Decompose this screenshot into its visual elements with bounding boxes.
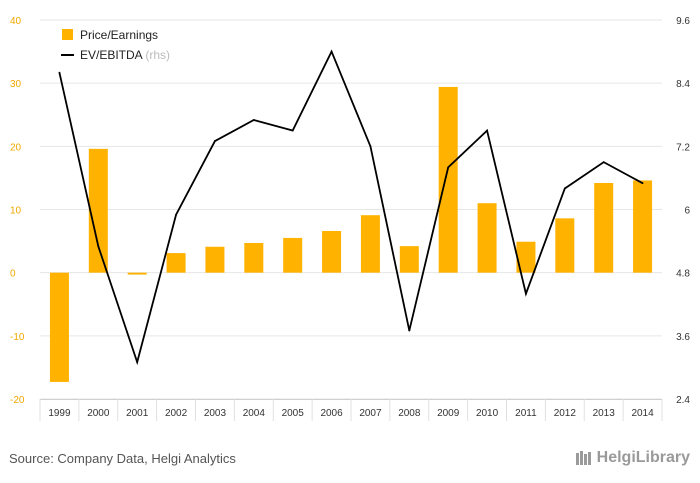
line-point-ev-ebitda [175, 213, 177, 216]
x-tick-label: 2010 [476, 408, 499, 419]
bar-price-earnings [322, 230, 342, 273]
source-note: Source: Company Data, Helgi Analytics [9, 451, 236, 466]
x-tick-label: 2012 [554, 408, 577, 419]
x-tick-label: 2003 [204, 408, 227, 419]
y-left-tick-label: 0 [10, 269, 16, 280]
y-right-tick-label: 9.6 [676, 16, 690, 27]
x-tick-label: 2005 [282, 408, 305, 419]
y-right-tick-label: 2.4 [676, 395, 690, 406]
brand-name: HelgiLibrary [596, 449, 690, 466]
y-right-tick-label: 7.2 [676, 142, 690, 153]
y-right-tick-label: 6 [684, 206, 690, 217]
bar-price-earnings [477, 203, 497, 273]
line-point-ev-ebitda [214, 140, 216, 142]
legend-swatch-price-earnings [62, 29, 73, 40]
legend-label-price-earnings: Price/Earnings [80, 28, 158, 42]
bar-price-earnings [244, 242, 264, 273]
line-point-ev-ebitda [563, 187, 566, 190]
x-tick-label: 1999 [48, 408, 71, 419]
x-tick-label: 2009 [437, 408, 460, 419]
x-tick-label: 2007 [359, 408, 382, 419]
x-tick-label: 2011 [515, 408, 537, 419]
bar-price-earnings [594, 182, 614, 273]
y-left-tick-label: -10 [10, 332, 25, 343]
bar-price-earnings [283, 237, 303, 273]
x-tick-label: 2013 [593, 408, 616, 419]
line-point-ev-ebitda [447, 166, 450, 169]
line-point-ev-ebitda [369, 145, 372, 148]
x-tick-label: 2004 [243, 408, 266, 419]
y-left-tick-label: 30 [10, 79, 22, 90]
brand-logo: HelgiLibrary [575, 449, 690, 467]
bar-price-earnings [438, 86, 458, 273]
legend-label-ev-ebitda: EV/EBITDA (rhs) [80, 48, 170, 62]
y-right-tick-label: 4.8 [676, 269, 690, 280]
line-point-ev-ebitda [525, 292, 527, 295]
y-left-tick-label: -20 [10, 395, 25, 406]
bar-price-earnings [49, 272, 69, 382]
bar-price-earnings [360, 215, 380, 273]
line-point-ev-ebitda [58, 71, 61, 74]
x-tick-label: 2001 [126, 408, 149, 419]
line-point-ev-ebitda [602, 161, 605, 164]
y-left-tick-label: 20 [10, 142, 22, 153]
chart: -20 2.4 -10 3.6 0 4.8 10 6 20 7.2 30 8.4 40 9.6 1999 20… [10, 16, 690, 421]
line-point-ev-ebitda [486, 129, 488, 132]
line-point-ev-ebitda [136, 361, 139, 364]
x-tick-label: 2008 [398, 408, 421, 419]
line-ev-ebitda [58, 49, 643, 366]
bar-price-earnings [516, 241, 536, 273]
bar-price-earnings [399, 246, 419, 273]
bar-price-earnings [555, 218, 575, 273]
y-right-tick-label: 8.4 [676, 79, 690, 90]
bar-price-earnings [127, 272, 147, 275]
x-tick-label: 2000 [87, 408, 110, 419]
bar-price-earnings [205, 246, 225, 273]
y-left-tick-label: 10 [10, 206, 22, 217]
x-tick-label: 2006 [320, 408, 343, 419]
line-point-ev-ebitda [408, 329, 411, 332]
line-point-ev-ebitda [97, 245, 100, 248]
bookshelf-icon [575, 451, 591, 465]
line-point-ev-ebitda [291, 129, 294, 132]
line-point-ev-ebitda [252, 119, 255, 121]
bar-price-earnings [166, 253, 186, 273]
line-point-ev-ebitda [641, 182, 644, 185]
bar-price-earnings [88, 148, 108, 273]
x-tick-label: 2002 [165, 408, 188, 419]
bar-price-earnings [633, 180, 653, 273]
line-point-ev-ebitda [330, 50, 333, 53]
x-tick-label: 2014 [631, 408, 654, 419]
y-left-tick-label: 40 [10, 16, 22, 27]
y-right-tick-label: 3.6 [676, 332, 690, 343]
legend-label-rhs: (rhs) [145, 48, 170, 62]
